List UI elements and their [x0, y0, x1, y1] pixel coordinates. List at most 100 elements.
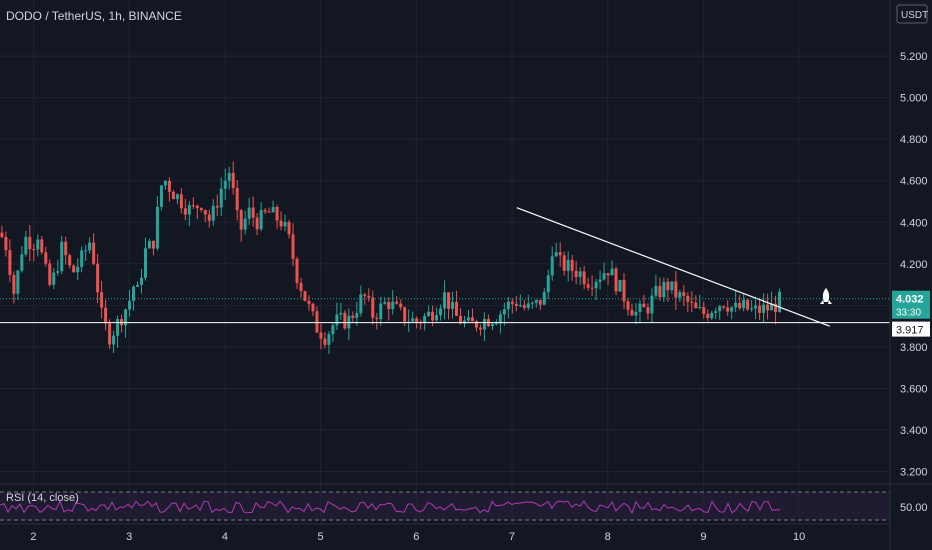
candle-body — [203, 210, 207, 215]
price-axis[interactable]: 5.2005.0004.8004.6004.4004.2004.0003.800… — [889, 0, 930, 550]
time-tick-label: 4 — [222, 531, 228, 543]
candle-body — [474, 321, 478, 328]
candle-body — [411, 318, 415, 322]
candle-body — [730, 307, 734, 312]
candle-body — [634, 311, 638, 316]
candle-body — [562, 255, 566, 271]
candle-body — [199, 208, 203, 211]
candle-body — [279, 220, 283, 227]
candle-body — [451, 302, 455, 309]
candle-body — [108, 323, 112, 345]
candle-body — [112, 335, 116, 345]
candle-body — [96, 263, 100, 293]
candle-body — [530, 302, 534, 304]
candle-body — [167, 180, 171, 192]
candle-body — [646, 307, 650, 314]
candle-body — [534, 300, 538, 303]
candle-body — [28, 236, 32, 250]
candle-body — [391, 301, 395, 310]
candle-body — [614, 268, 618, 292]
candle-body — [762, 304, 766, 313]
candle-body — [423, 315, 427, 324]
candle-body — [243, 218, 247, 230]
candle-body — [470, 317, 474, 322]
candle-body — [654, 285, 658, 296]
candle-body — [247, 207, 251, 219]
price-tick-label: 3.800 — [900, 342, 928, 354]
candle-body — [698, 307, 702, 309]
candle-body — [666, 281, 670, 291]
candle-body — [16, 270, 20, 294]
price-tick-label: 4.200 — [900, 259, 928, 271]
candle-body — [303, 291, 307, 301]
candle-body — [139, 277, 143, 285]
candle-body — [0, 232, 4, 237]
candle-body — [267, 211, 271, 213]
candle-body — [8, 250, 12, 275]
candle-body — [554, 252, 558, 257]
candle-body — [171, 191, 175, 200]
price-tick-label: 4.800 — [900, 134, 928, 146]
candle-body — [64, 241, 68, 256]
candle-body — [24, 236, 28, 255]
candle-body — [307, 300, 311, 304]
candle-body — [566, 259, 570, 271]
candle-body — [546, 275, 550, 293]
candle-body — [726, 307, 730, 312]
price-tick-label: 3.200 — [900, 467, 928, 479]
candle-body — [375, 317, 379, 320]
rocket-icon[interactable] — [820, 288, 832, 304]
candle-body — [395, 301, 399, 304]
candle-body — [427, 311, 431, 316]
candle-body — [447, 292, 451, 309]
rsi-label: RSI (14, close) — [6, 492, 79, 504]
candle-body — [443, 292, 447, 309]
candle-body — [594, 281, 598, 289]
candle-body — [606, 273, 610, 276]
candle-body — [710, 312, 714, 319]
price-tick-label: 5.000 — [900, 93, 928, 105]
candle-body — [506, 301, 510, 310]
candle-body — [522, 305, 526, 308]
time-tick-label: 3 — [126, 531, 132, 543]
candle-body — [116, 319, 120, 336]
rocket-fins — [820, 300, 832, 304]
candle-body — [40, 239, 44, 253]
candle-body — [439, 308, 443, 316]
candle-body — [466, 317, 470, 321]
candle-body — [207, 214, 211, 221]
candle-body — [259, 210, 263, 230]
descending-trendline[interactable] — [516, 207, 830, 327]
candle-body — [399, 303, 403, 308]
candle-body — [128, 300, 132, 310]
candle-body — [538, 300, 542, 305]
candle-body — [195, 205, 199, 209]
candle-body — [570, 259, 574, 271]
price-tick-label: 4.400 — [900, 217, 928, 229]
rsi-tick-label: 50.00 — [900, 502, 928, 514]
candle-body — [327, 334, 331, 345]
candle-body — [674, 281, 678, 298]
candle-body — [355, 313, 359, 318]
candle-body — [80, 250, 84, 267]
candle-body — [574, 270, 578, 278]
candle-body — [60, 241, 64, 272]
candle-body — [339, 312, 343, 315]
candle-body — [682, 292, 686, 296]
candle-body — [407, 321, 411, 323]
time-tick-label: 5 — [318, 531, 324, 543]
candle-body — [211, 205, 215, 221]
candle-body — [159, 185, 163, 207]
candle-body — [630, 309, 634, 316]
candle-body — [92, 242, 96, 264]
time-axis[interactable]: 2 3 4 5 6 7 8 9 10 — [0, 523, 890, 543]
candle-body — [88, 242, 92, 251]
chart-title: DODO / TetherUS, 1h, BINANCE — [6, 9, 182, 23]
time-tick-label: 8 — [605, 531, 611, 543]
candle-body — [387, 302, 391, 310]
candle-body — [742, 299, 746, 309]
candle-body — [478, 327, 482, 330]
countdown-label: 33:30 — [896, 308, 921, 319]
candle-body — [510, 301, 514, 304]
